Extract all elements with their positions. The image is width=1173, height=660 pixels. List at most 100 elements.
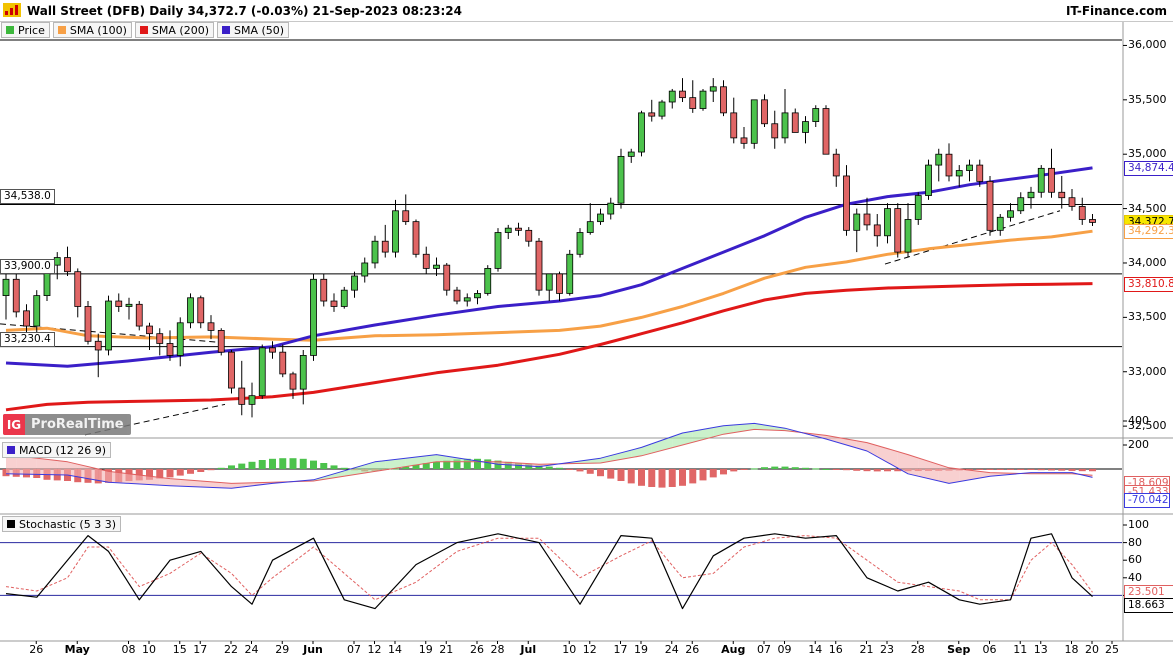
candle [463,293,471,307]
candle [873,214,881,247]
candle [976,159,984,187]
sma200-line [5,282,1093,412]
candle [12,273,20,318]
macd-histogram-bar [156,469,164,479]
macd-fill [98,469,109,483]
ig-logo: IG [3,414,25,435]
candle [361,257,369,283]
candle-body [904,219,912,253]
candle-body [299,355,307,390]
candle-body [269,347,276,353]
x-axis-label: 24 [664,643,679,656]
macd-fill [139,475,150,485]
macd-histogram-bar [689,469,697,484]
macd-histogram-bar [976,469,984,470]
sma100-swatch-icon [57,26,66,34]
macd-fill [457,457,468,462]
macd-histogram-bar [586,469,594,474]
candle-body [320,278,328,302]
x-axis-label: Jul [520,643,537,656]
price-axis-label: 35,000 [1128,147,1167,161]
candle [484,265,492,296]
candle-body [64,257,71,273]
candle-body [412,221,420,255]
macd-histogram-bar [1017,469,1025,470]
candle-body [781,112,789,139]
candle [1058,175,1066,209]
price-axis-label: 35,500 [1128,92,1167,106]
legend-price[interactable]: Price [1,22,50,38]
prorealtime-watermark: IG ProRealTime [3,414,131,435]
legend-sma50[interactable]: SMA (50) [217,22,290,38]
macd-histogram-bar [597,469,604,477]
macd-fill [774,426,785,431]
candle [843,165,850,236]
macd-histogram-bar [258,460,266,469]
candle [925,159,932,200]
macd-histogram-bar [433,461,440,469]
candle [658,99,666,120]
macd-fill [631,447,642,458]
x-axis-label: 26 [29,643,44,656]
candle-body [289,373,297,390]
macd-histogram-bar [658,469,666,488]
candle-body [597,213,604,223]
candle-body [699,90,707,109]
x-axis-label: 07 [347,643,361,656]
macd-histogram-bar [617,469,625,481]
macd-fill [580,459,591,464]
chart-header: Wall Street (DFB) Daily 34,372.7 (-0.03%… [0,0,1173,22]
legend-sma200[interactable]: SMA (200) [134,22,214,38]
macd-histogram-bar [709,469,717,478]
x-axis-label: 25 [1105,643,1119,656]
macd-fill [672,433,683,448]
candle [115,293,123,312]
candle-body [545,273,553,291]
candle-body [146,325,153,335]
candle [381,224,389,258]
price-legend: Price SMA (100) SMA (200) SMA (50) [1,22,290,38]
x-axis-label: 19 [418,643,433,656]
stoch-swatch-icon [7,520,15,528]
candle-body [125,303,133,307]
candle [586,203,594,235]
macd-histogram-bar [668,469,676,487]
candle-body [925,164,932,196]
macd-fill [6,454,17,474]
legend-sma100[interactable]: SMA (100) [52,22,132,38]
candle-body [1078,206,1086,220]
candle-body [94,340,102,351]
legend-label: SMA (50) [234,23,285,37]
candle [617,148,625,209]
candle [679,78,686,102]
macd-fill [159,477,170,486]
candle-body [802,121,809,133]
macd-histogram-bar [699,469,707,481]
candle-body [668,90,676,103]
level-label: 33,900.0 [0,258,55,274]
macd-histogram-bar [679,469,686,486]
macd-legend[interactable]: MACD (12 26 9) [2,442,112,458]
macd-fill [887,448,898,469]
stochastic-legend[interactable]: Stochastic (5 3 3) [2,516,122,532]
macd-histogram-bar [986,469,994,470]
stoch-axis-label: 100 [1128,518,1149,531]
macd-histogram-bar [822,469,830,470]
macd-fill [877,445,888,463]
macd-fill [918,457,929,479]
macd-histogram-bar [299,458,307,469]
macd-histogram-bar [525,464,533,469]
macd-histogram-bar [320,463,328,469]
candle [74,268,82,318]
macd-histogram-bar [1068,469,1076,471]
candle [525,227,533,247]
macd-histogram-bar [843,469,850,471]
candle [412,219,420,258]
macd-fill [200,481,211,488]
candle-body [453,289,461,302]
macd-fill [385,459,396,470]
candle-body [863,213,871,226]
candle [576,228,584,258]
macd-histogram-bar [740,469,748,470]
